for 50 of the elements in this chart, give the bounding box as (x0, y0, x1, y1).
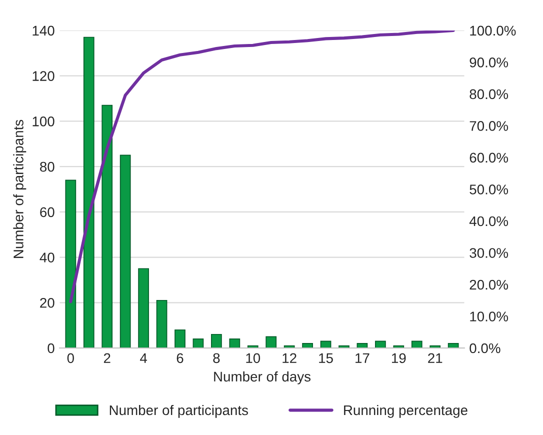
bar (138, 268, 149, 348)
bar (156, 300, 168, 348)
bar (65, 180, 76, 348)
x-tick-label: 10 (246, 353, 260, 364)
legend-label: Number of participants (110, 404, 248, 418)
bar (229, 338, 240, 348)
bar (448, 343, 459, 348)
x-tick-label: 17 (356, 353, 370, 363)
x-tick-label: 15 (319, 353, 333, 364)
y2-tick-label: 20.0% (470, 280, 508, 290)
x-tick-label: 21 (428, 353, 442, 363)
x-tick-label: 2 (104, 353, 110, 363)
x-tick-label: 6 (176, 353, 184, 364)
x-tick-label: 12 (282, 353, 296, 363)
bar (192, 338, 204, 348)
y2-tick-label: 80.0% (470, 89, 508, 100)
y-axis-title: Number of participants (13, 120, 26, 258)
bar (120, 154, 131, 348)
y2-tick-label: 70.0% (470, 121, 508, 131)
bar (102, 104, 113, 348)
y2-tick-label: 100.0% (470, 26, 516, 36)
y2-tick-label: 0.0% (470, 343, 500, 354)
y-tick-label: 60 (40, 207, 54, 218)
y-tick-label: 80 (40, 162, 54, 172)
y2-tick-label: 30.0% (470, 248, 508, 258)
x-axis-title: Number of days (214, 371, 311, 384)
y-tick-label: 40 (40, 252, 54, 262)
x-tick-label: 0 (67, 353, 74, 364)
bar (83, 36, 94, 348)
bar (375, 340, 386, 348)
x-tick-label: 8 (213, 353, 220, 364)
bar (266, 336, 277, 348)
bar (302, 343, 313, 348)
bar (211, 334, 222, 348)
y-tick-label: 0 (48, 343, 54, 354)
y-tick-label: 20 (40, 298, 54, 308)
y2-tick-label: 90.0% (470, 58, 508, 68)
y2-tick-label: 40.0% (469, 216, 508, 226)
y2-tick-label: 10.0% (470, 312, 508, 322)
legend-label: Running percentage (344, 404, 468, 418)
bar (411, 340, 422, 348)
y2-tick-label: 60.0% (470, 152, 508, 163)
y-tick-label: 100 (32, 116, 54, 126)
x-tick-label: 4 (140, 353, 148, 363)
line-series (69, 30, 455, 304)
x-tick-label: 19 (392, 353, 406, 364)
bar (174, 329, 186, 348)
y-tick-label: 140 (32, 26, 54, 36)
y-tick-label: 120 (32, 71, 54, 81)
y2-tick-label: 50.0% (470, 184, 508, 194)
